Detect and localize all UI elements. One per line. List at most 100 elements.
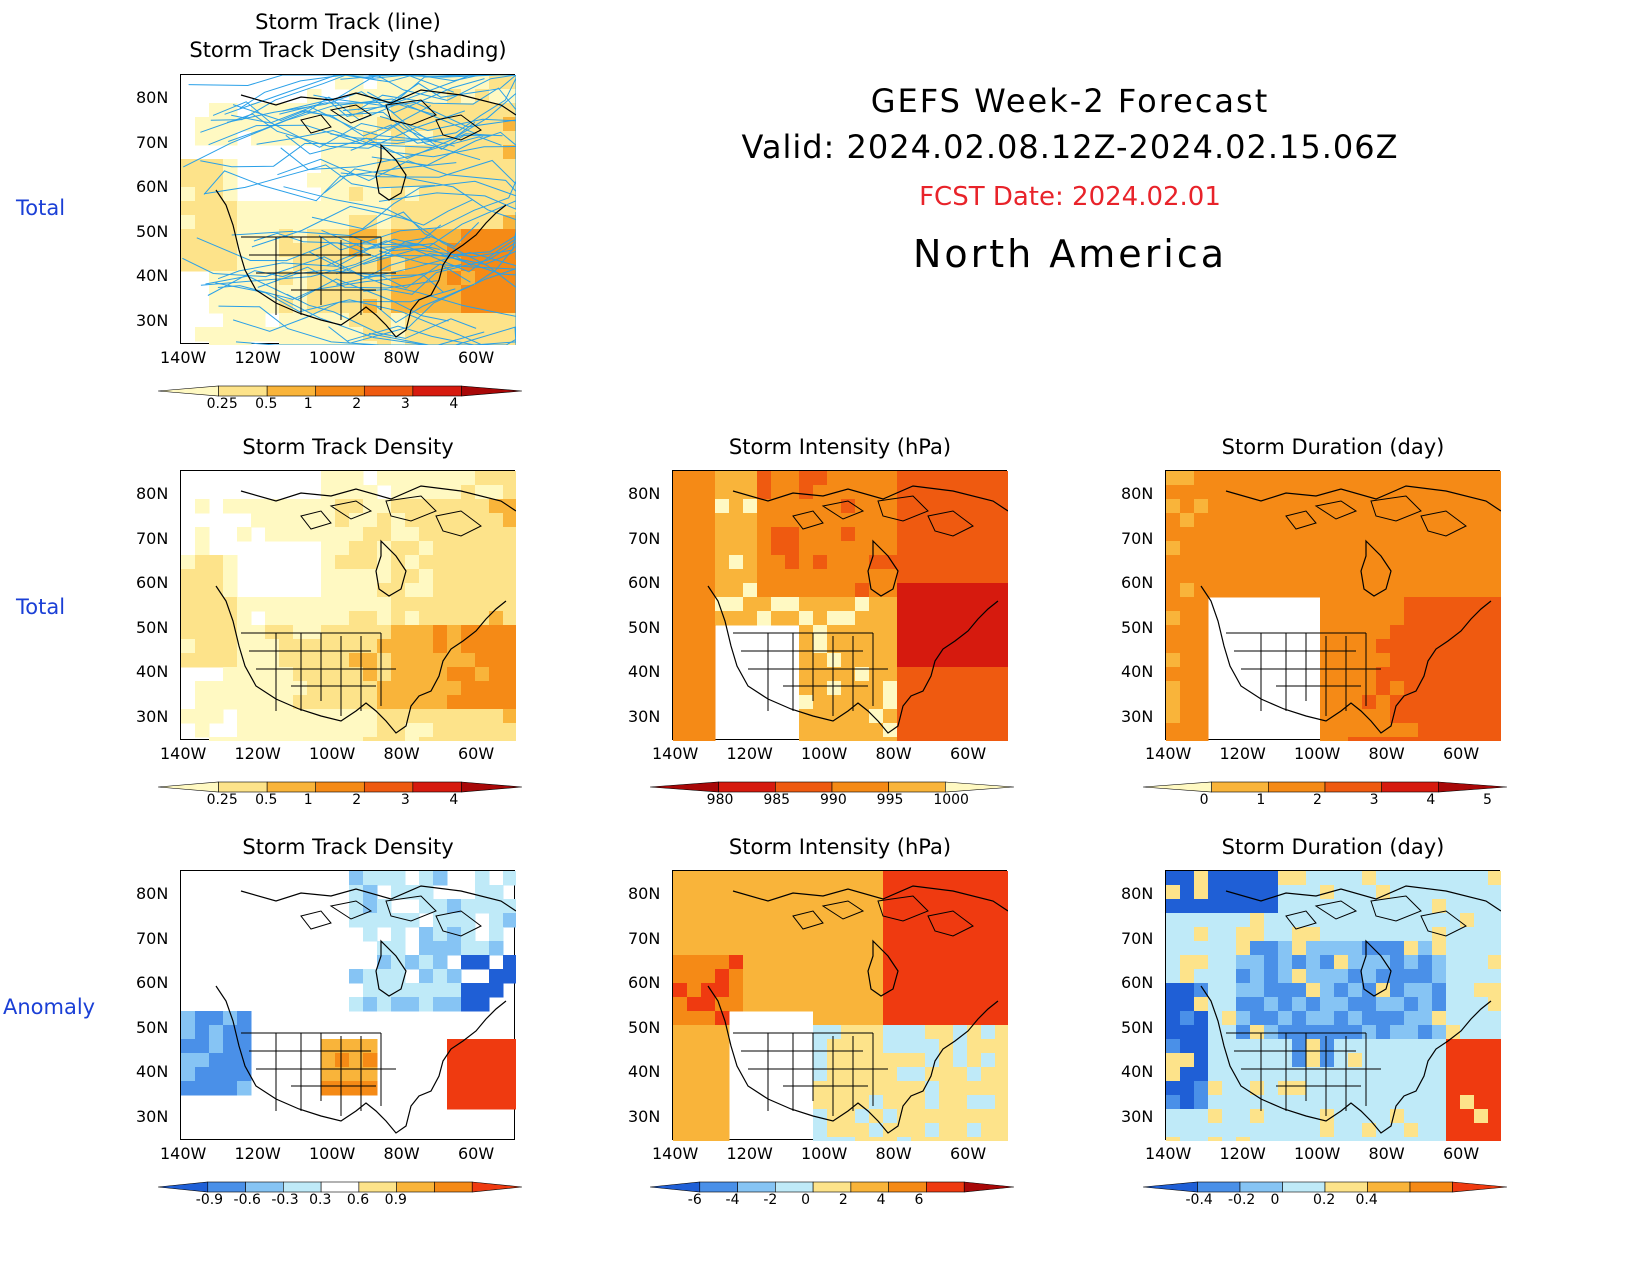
colorbar-swatch — [1239, 1181, 1283, 1193]
colorbar-swatch — [1381, 781, 1439, 793]
shading-layer — [181, 471, 516, 741]
lat-tick-label: 30N — [136, 1107, 169, 1126]
map-p6 — [672, 870, 1008, 1141]
coastline — [215, 885, 516, 1134]
colorbar-swatch — [888, 781, 946, 793]
colorbar-label: 0.6 — [346, 1192, 370, 1208]
lat-tick-label: 40N — [1121, 1062, 1154, 1082]
shading-layer — [1166, 871, 1501, 1141]
lat-tick-label: 70N — [136, 528, 169, 548]
colorbar-label: -0.6 — [233, 1192, 261, 1208]
colorbar-label: 0 — [1199, 792, 1209, 808]
colorbar-swatch — [266, 781, 317, 793]
lon-tick-label: 60W — [1443, 1144, 1480, 1163]
colorbar-swatch — [412, 781, 462, 793]
colorbar-swatch — [775, 781, 833, 793]
colorbar-swatch — [1211, 781, 1269, 793]
colorbar-label: -2 — [763, 1192, 778, 1208]
lon-tick-label: 80W — [383, 348, 420, 367]
colorbar-label: 0.5 — [255, 792, 278, 808]
valid-period: Valid: 2024.02.08.12Z-2024.02.15.06Z — [741, 128, 1399, 166]
lon-tick-label: 60W — [950, 1144, 987, 1163]
colorbar-swatch — [1268, 781, 1326, 793]
colorbar-label: 985 — [763, 792, 791, 808]
lon-tick-label: 80W — [875, 1144, 912, 1163]
shading-layer — [181, 871, 516, 1110]
colorbar-label: 0 — [1270, 1192, 1280, 1208]
colorbar-swatch — [283, 1181, 322, 1193]
lon-tick-label: 140W — [1145, 1144, 1192, 1163]
lat-tick-label: 80N — [628, 884, 661, 903]
lon-tick-label: 100W — [309, 348, 356, 367]
colorbar-label: 3 — [1369, 792, 1379, 808]
coastline — [215, 485, 516, 734]
colorbar-swatch — [945, 781, 1015, 793]
colorbar-swatch — [363, 385, 414, 397]
colorbar-swatch — [650, 1181, 701, 1193]
colorbar-swatch — [926, 1181, 965, 1193]
panel-title: Storm Track Density — [242, 835, 454, 859]
shading-layer — [673, 871, 1008, 1141]
colorbar-swatch — [315, 385, 365, 397]
arctic-islands — [300, 895, 482, 937]
colorbar-swatch — [831, 781, 889, 793]
lon-tick-label: 60W — [950, 744, 987, 763]
row-label-total-2: Total — [16, 595, 66, 619]
map-p1 — [180, 74, 516, 345]
map-p3 — [672, 470, 1008, 741]
colorbar-swatch — [158, 385, 219, 397]
map-p5 — [180, 870, 516, 1140]
lat-tick-label: 70N — [136, 132, 169, 152]
lon-tick-label: 60W — [458, 744, 495, 763]
lat-tick-label: 50N — [628, 617, 661, 637]
colorbar-swatch — [207, 1181, 246, 1193]
colorbar-label: 1 — [303, 792, 313, 808]
colorbar-label: -0.4 — [1185, 1192, 1213, 1208]
map-canvas — [673, 471, 1008, 741]
lon-tick-label: 80W — [1368, 1144, 1405, 1163]
state-borders — [1226, 1032, 1381, 1116]
lat-tick-label: 40N — [136, 1062, 169, 1082]
colorbar-swatch — [1282, 1181, 1326, 1193]
colorbar-swatch — [320, 1181, 360, 1193]
colorbar-swatch — [737, 1181, 776, 1193]
colorbar-swatch — [158, 1181, 209, 1193]
lat-tick-label: 40N — [136, 266, 169, 286]
colorbar-swatch — [1438, 781, 1508, 793]
lat-tick-label: 70N — [136, 928, 169, 948]
lon-tick-label: 140W — [1145, 744, 1192, 763]
lon-tick-label: 120W — [726, 744, 773, 763]
colorbar-swatch — [471, 1181, 523, 1193]
colorbar-swatch — [218, 385, 268, 397]
lon-tick-label: 140W — [652, 1144, 699, 1163]
row-label-total-1: Total — [16, 196, 66, 220]
lat-tick-label: 30N — [136, 707, 169, 726]
colorbar-label: 3 — [400, 792, 410, 808]
colorbar-swatch — [358, 1181, 397, 1193]
colorbar-label: 4 — [876, 1192, 886, 1208]
colorbar-swatch — [1143, 1181, 1198, 1193]
lat-tick-label: 80N — [136, 884, 169, 903]
lon-tick-label: 80W — [383, 1144, 420, 1163]
colorbar-label: 0.25 — [206, 792, 238, 808]
arctic-islands — [300, 495, 482, 537]
colorbar-swatch — [850, 1181, 889, 1193]
colorbar-swatch — [888, 1181, 927, 1193]
colorbar-label: 0 — [801, 1192, 811, 1208]
colorbar-swatch — [461, 385, 523, 397]
colorbar-swatch — [1409, 1181, 1453, 1193]
map-canvas — [181, 471, 516, 741]
colorbar-label: 990 — [820, 792, 847, 808]
forecast-date: FCST Date: 2024.02.01 — [919, 182, 1221, 212]
lon-tick-label: 120W — [234, 348, 281, 367]
state-borders — [241, 1032, 396, 1116]
map-canvas — [1166, 871, 1501, 1141]
map-p2 — [180, 470, 516, 741]
colorbar — [650, 1181, 1015, 1193]
colorbar-label: 0.4 — [1355, 1192, 1378, 1208]
lat-tick-label: 80N — [136, 88, 169, 107]
lon-tick-label: 80W — [875, 744, 912, 763]
colorbar-swatch — [775, 1181, 814, 1193]
lat-tick-label: 50N — [1121, 1017, 1154, 1037]
row-label-anomaly: Anomaly — [3, 995, 96, 1019]
